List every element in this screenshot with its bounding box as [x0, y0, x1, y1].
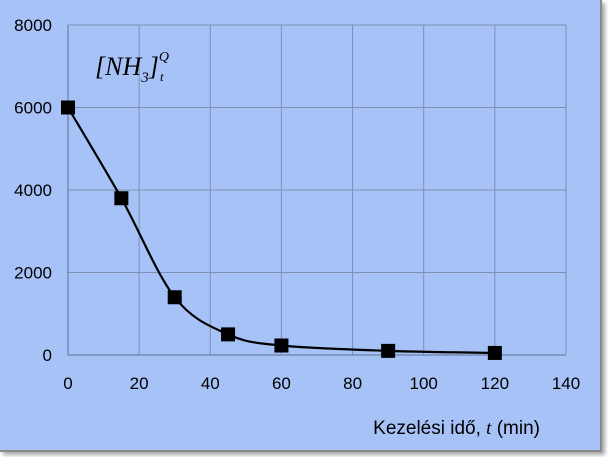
axes [67, 25, 566, 356]
x-tick-label: 40 [201, 374, 220, 393]
data-point-marker [487, 345, 502, 360]
data-point-marker [114, 191, 129, 206]
x-tick-label: 140 [552, 374, 580, 393]
data-point-marker [221, 327, 236, 342]
chart-frame: 0 2000 4000 6000 8000 0 20 40 60 80 100 120 140 [NH… [0, 0, 602, 452]
data-point-marker [274, 338, 289, 353]
chart-svg: 0 2000 4000 6000 8000 0 20 40 60 80 100 120 140 [NH… [14, 16, 580, 439]
y-tick-label: 2000 [14, 264, 52, 283]
y-tick-label: 6000 [14, 99, 52, 118]
y-tick-labels: 0 2000 4000 6000 8000 [14, 16, 52, 365]
y-tick-label: 4000 [14, 181, 52, 200]
data-point-marker [167, 290, 182, 305]
x-tick-label: 0 [63, 374, 72, 393]
x-tick-label: 80 [343, 374, 362, 393]
x-tick-label: 100 [410, 374, 438, 393]
data-points [61, 100, 502, 360]
y-tick-label: 8000 [14, 16, 52, 35]
y-tick-label: 0 [43, 346, 52, 365]
x-tick-labels: 0 20 40 60 80 100 120 140 [63, 374, 580, 393]
x-tick-label: 60 [272, 374, 291, 393]
x-tick-label: 20 [130, 374, 149, 393]
data-point-marker [381, 343, 396, 358]
x-axis-label: Kezelési idő, t (min) [373, 418, 540, 439]
x-tick-label: 120 [481, 374, 509, 393]
chart-annotation: [NH3]Q t [95, 50, 169, 86]
data-point-marker [61, 100, 75, 115]
